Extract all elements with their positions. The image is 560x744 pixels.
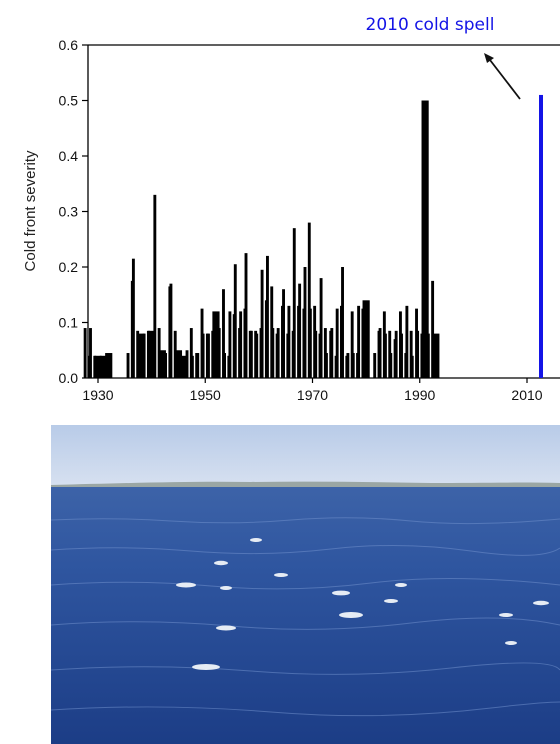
severity-bar — [373, 353, 377, 378]
severity-bar — [164, 353, 168, 378]
severity-bar — [174, 350, 183, 378]
severity-bar — [346, 353, 350, 378]
y-tick-label: 0.3 — [59, 204, 79, 220]
severity-bar — [260, 269, 264, 378]
y-tick-label: 0.0 — [59, 370, 79, 386]
severity-bar — [341, 267, 344, 378]
water-ripples — [51, 517, 560, 717]
severity-bar — [287, 305, 291, 378]
severity-bar — [335, 308, 339, 378]
severity-bar — [298, 283, 302, 378]
severity-bar — [105, 353, 113, 378]
severity-bar — [153, 194, 157, 378]
severity-bar — [307, 222, 311, 378]
severity-bar — [201, 333, 205, 378]
y-axis-ticks: 0.0 0.1 0.2 0.3 0.4 0.5 0.6 — [59, 37, 88, 386]
severity-bar — [303, 267, 307, 378]
dead-fish — [176, 538, 549, 670]
severity-bar — [142, 333, 146, 378]
severity-bar — [351, 353, 355, 378]
severity-bar — [94, 355, 102, 378]
cold-front-severity-chart: 0.0 0.1 0.2 0.3 0.4 0.5 0.6 1930 1950 1970 1990 20… — [22, 15, 560, 403]
severity-bar — [330, 328, 334, 378]
severity-bar — [357, 305, 361, 378]
severity-bar — [271, 328, 275, 378]
severity-bar — [378, 328, 382, 378]
bars — [83, 94, 543, 378]
severity-bar — [400, 333, 403, 378]
x-axis-ticks: 1930 1950 1970 1990 2010 — [82, 378, 543, 403]
severity-bar — [196, 353, 200, 378]
severity-bar — [169, 283, 173, 378]
severity-bar — [244, 253, 248, 378]
severity-bar — [190, 355, 194, 378]
y-tick-label: 0.2 — [59, 259, 79, 275]
severity-bar — [282, 289, 285, 378]
severity-bar — [158, 350, 166, 378]
severity-bar — [383, 333, 387, 378]
severity-bar — [292, 228, 296, 378]
x-tick-label: 1990 — [404, 387, 435, 403]
severity-bar — [324, 353, 328, 378]
severity-bar — [426, 333, 430, 378]
x-tick-label: 2010 — [511, 387, 542, 403]
severity-bar — [255, 333, 259, 378]
x-tick-label: 1950 — [190, 387, 221, 403]
severity-bar — [222, 289, 225, 378]
severity-bar — [239, 311, 243, 378]
severity-bar — [266, 255, 269, 378]
y-axis-label: Cold front severity — [22, 150, 39, 271]
severity-bar — [410, 355, 414, 378]
severity-bar — [99, 355, 107, 378]
severity-bar — [308, 308, 312, 378]
severity-bar — [223, 353, 226, 378]
y-tick-label: 0.6 — [59, 37, 79, 53]
severity-bar — [217, 328, 221, 378]
severity-bar — [421, 100, 429, 378]
y-tick-label: 0.4 — [59, 148, 79, 164]
severity-bar — [185, 350, 189, 378]
x-tick-label: 1930 — [82, 387, 113, 403]
severity-bar — [207, 333, 210, 378]
severity-bar — [126, 353, 130, 378]
severity-bar — [409, 330, 413, 378]
severity-bar — [432, 333, 440, 378]
severity-bar — [233, 264, 237, 378]
severity-bar — [228, 311, 232, 378]
severity-bar — [212, 311, 220, 378]
severity-bar — [394, 330, 398, 378]
annotation-arrow — [484, 53, 521, 100]
y-tick-label: 0.1 — [59, 315, 79, 331]
severity-bar — [319, 278, 323, 378]
cold-spell-2010-bar — [539, 94, 543, 378]
severity-bar — [389, 353, 393, 378]
x-tick-label: 1970 — [297, 387, 328, 403]
severity-bar — [180, 355, 188, 378]
severity-bar — [416, 330, 420, 378]
severity-bar — [350, 311, 354, 378]
severity-bar — [83, 328, 87, 378]
severity-bar — [431, 280, 435, 378]
severity-bar — [131, 258, 135, 378]
y-tick-label: 0.5 — [59, 93, 79, 109]
severity-bar — [137, 333, 145, 378]
severity-bar — [405, 305, 409, 378]
severity-bar — [314, 330, 318, 378]
severity-bar — [189, 328, 193, 378]
severity-bar — [89, 328, 92, 378]
severity-bar — [148, 330, 156, 378]
severity-bar — [249, 330, 253, 378]
cold-spell-annotation: 2010 cold spell — [366, 15, 495, 35]
fish-kill-photo — [51, 425, 560, 744]
severity-bar — [276, 328, 280, 378]
severity-bar — [362, 300, 370, 378]
